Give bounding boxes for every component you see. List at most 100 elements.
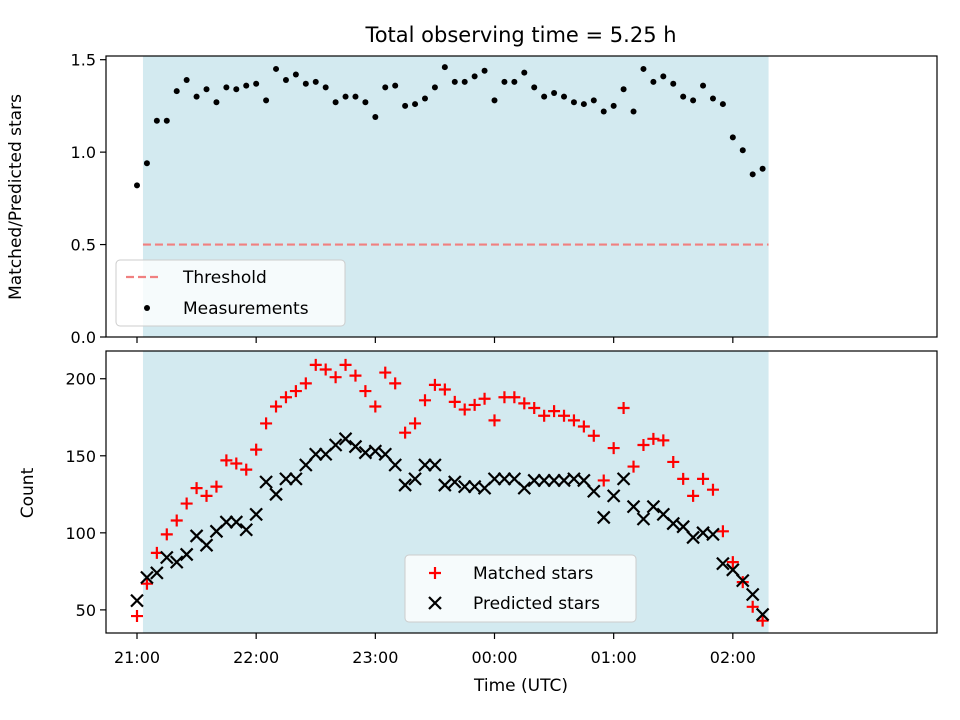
- predicted-star-point: [577, 473, 591, 488]
- predicted-star-point: [428, 458, 442, 472]
- measurement-point: [402, 102, 409, 109]
- matched-star-point: [508, 391, 521, 404]
- x-tick-label: 21:00: [114, 648, 160, 667]
- measurement-point: [332, 99, 339, 106]
- matched-star-point: [339, 358, 352, 371]
- matched-star-point: [518, 397, 531, 410]
- matched-star-point: [468, 398, 481, 411]
- matched-star-point: [299, 377, 312, 390]
- matched-star-point: [359, 385, 372, 398]
- measurement-point: [372, 114, 379, 121]
- measurement-point: [709, 95, 716, 102]
- measurement-point: [392, 82, 399, 89]
- predicted-star-point: [596, 510, 611, 525]
- predicted-star-point: [606, 489, 621, 503]
- x-tick-label: 00:00: [471, 648, 517, 667]
- predicted-star-point: [408, 472, 422, 486]
- predicted-star-point: [616, 472, 631, 486]
- predicted-star-point: [745, 587, 760, 602]
- matched-star-point: [160, 528, 173, 541]
- measurement-point: [501, 78, 508, 85]
- y-tick-label: 1.5: [71, 51, 96, 70]
- predicted-star-point: [755, 607, 770, 622]
- matched-star-point: [716, 525, 729, 538]
- predicted-star-point: [219, 515, 234, 529]
- legend-box: [404, 554, 637, 623]
- measurement-point: [213, 99, 220, 106]
- measurement-point: [362, 99, 369, 106]
- measurement-point: [620, 86, 627, 93]
- x-tick-label: 01:00: [591, 648, 637, 667]
- y-tick-label: 1.0: [71, 143, 96, 162]
- measurement-point: [382, 84, 389, 91]
- predicted-star-point: [626, 499, 641, 514]
- predicted-star-point: [249, 507, 263, 522]
- legend-threshold-label: Threshold: [182, 268, 267, 288]
- predicted-star-point: [279, 472, 293, 486]
- matched-star-point: [389, 377, 402, 390]
- matched-star-point: [379, 366, 392, 379]
- measurement-point: [412, 101, 419, 108]
- measurement-point: [233, 86, 240, 93]
- predicted-star-point: [676, 519, 690, 534]
- matched-star-point: [309, 358, 322, 371]
- predicted-star-point: [497, 472, 512, 486]
- legend-matched-swatch: [429, 567, 441, 579]
- matched-star-point: [538, 409, 551, 422]
- matched-star-point: [558, 409, 571, 422]
- matched-star-point: [230, 457, 243, 470]
- matched-star-point: [270, 400, 283, 413]
- measurement-point: [173, 88, 180, 95]
- matched-star-point: [448, 395, 461, 408]
- measurement-point: [282, 77, 289, 84]
- measurement-point: [163, 117, 170, 124]
- predicted-star-point: [716, 556, 730, 571]
- matched-star-point: [458, 403, 471, 416]
- predicted-star-point: [289, 472, 303, 486]
- predicted-star-point: [706, 527, 720, 542]
- predicted-star-point: [587, 484, 601, 499]
- predicted-star-point: [140, 570, 154, 585]
- predicted-star-point: [666, 516, 681, 531]
- predicted-star-point: [239, 522, 254, 537]
- measurement-point: [292, 71, 299, 78]
- measurement-point: [431, 84, 438, 91]
- measurement-point: [630, 108, 637, 115]
- y-tick-label: 50: [76, 601, 96, 620]
- measurement-point: [739, 147, 746, 154]
- matched-star-point: [577, 420, 590, 433]
- matched-star-point: [240, 463, 253, 476]
- predicted-star-point: [259, 475, 273, 489]
- matched-star-point: [607, 442, 620, 455]
- predicted-star-point: [169, 555, 184, 569]
- count-panel: 50 100 150 200 Count 21:00 22:00 23:00 00:00 01:0…: [18, 350, 938, 667]
- matched-star-point: [746, 600, 759, 613]
- predicted-star-point: [378, 447, 393, 462]
- measurement-point: [700, 82, 707, 89]
- measurement-point: [193, 93, 200, 100]
- predicted-star-point: [328, 438, 343, 452]
- predicted-star-point: [726, 563, 740, 577]
- matched-star-point: [706, 483, 719, 496]
- matched-star-point: [369, 400, 382, 413]
- measurement-point: [600, 108, 607, 115]
- legend-measurements-label: Measurements: [183, 299, 309, 319]
- measurement-point: [729, 134, 736, 141]
- measurement-point: [511, 78, 518, 85]
- matched-star-point: [319, 363, 332, 376]
- legend-predicted-swatch: [428, 596, 442, 610]
- matched-star-point: [657, 434, 670, 447]
- y-tick-label: 150: [65, 447, 96, 466]
- measurement-point: [640, 65, 647, 72]
- predicted-star-point: [338, 432, 353, 446]
- matched-star-point: [140, 577, 153, 590]
- predicted-star-point: [457, 479, 472, 494]
- matched-star-point: [349, 369, 362, 382]
- matched-star-point: [627, 460, 640, 473]
- predicted-star-point: [348, 439, 363, 454]
- measurement-point: [273, 65, 280, 72]
- measurement-point: [143, 160, 150, 167]
- matched-star-point: [438, 383, 451, 396]
- measurement-point: [670, 80, 677, 87]
